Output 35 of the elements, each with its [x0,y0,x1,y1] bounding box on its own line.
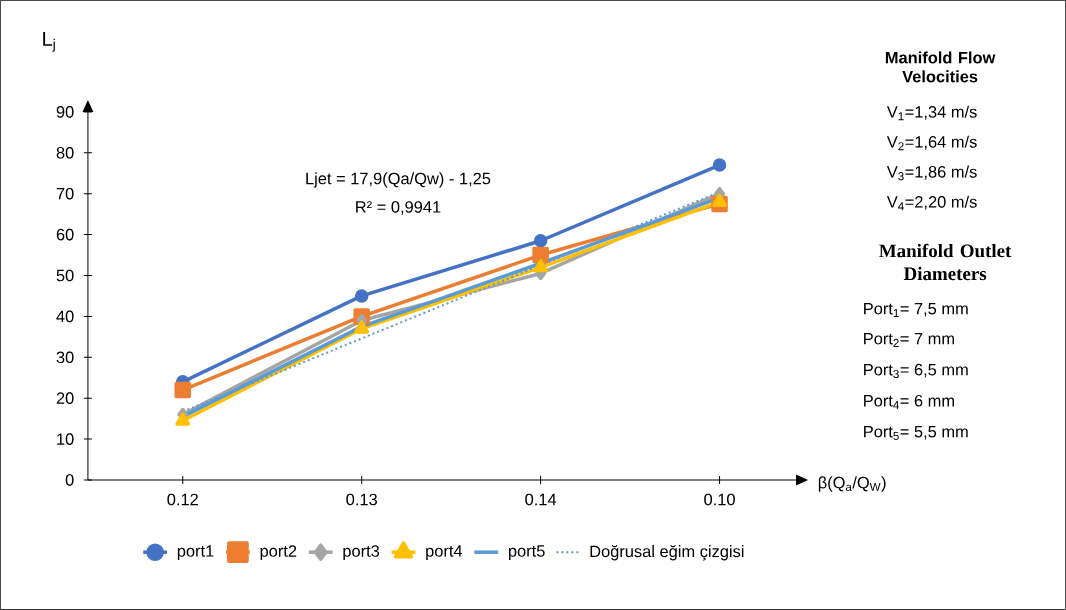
legend-label: port1 [177,545,214,561]
y-tick-label: 0 [65,474,74,486]
text: Port$_{3}$= 6,5 mm [864,363,968,379]
annotation: R² = 0,9941 [356,201,441,215]
annotation: Ljet = 17,9(Qa/Qw) - 1,25 [306,172,491,188]
text: Port$_{5}$= 5,5 mm [864,426,968,441]
y-tick-label: 90 [56,106,74,118]
x-tick-label: 0.13 [346,493,377,506]
legend-label: port4 [426,545,463,561]
text: V$_{4}$=2,20 m/s [886,195,977,211]
text: Port$_{2}$= 7 mm [864,333,954,347]
y-tick-label: 50 [56,269,74,282]
text: Port$_{1}$= 7,5 mm [864,303,968,317]
legend-label: port3 [343,545,380,561]
legend-label: port2 [260,545,297,561]
text: Port$_{4}$= 6 mm [864,394,954,410]
x-axis-title: β(Q$_{a}$/Q$_{W}$) [818,476,886,492]
x-tick-label: 0.12 [167,493,198,506]
legend-label: port5 [508,545,545,561]
x-tick-label: 0.10 [704,493,735,506]
y-tick-label: 20 [56,392,74,405]
y-tick-label: 70 [56,187,74,200]
y-tick-label: 10 [57,433,74,445]
y-tick-label: 30 [56,351,74,364]
text: V$_{1}$=1,34 m/s [886,105,977,121]
text: V$_{3}$=1,86 m/s [886,165,977,181]
y-tick-label: 40 [56,310,74,323]
legend-label: Doğrusal eğim çizgisi [590,544,744,561]
text: Manifold Flow Velocities [885,51,996,83]
y-tick-label: 80 [56,147,74,159]
x-tick-label: 0.14 [525,493,557,506]
y-axis-title: L$_{j}$ [43,32,55,52]
y-tick-label: 60 [56,228,74,241]
text: V$_{2}$=1,64 m/s [886,135,977,151]
text: Manifold Outlet Diameters [879,243,1012,281]
